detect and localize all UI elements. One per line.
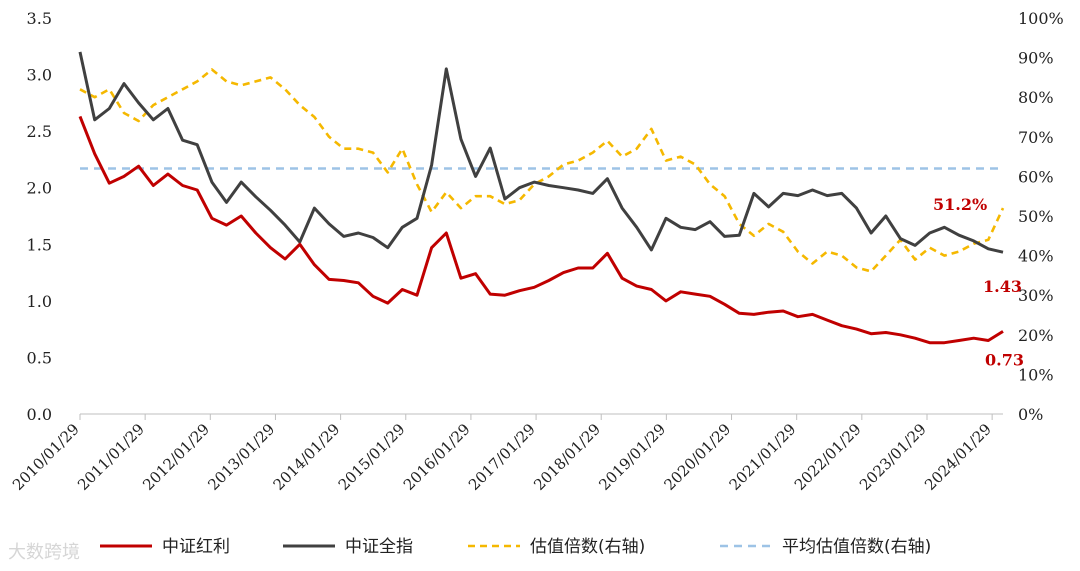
x-tick-label: 2015/01/29 [335, 420, 409, 494]
y-left-tick-label: 0.5 [27, 348, 52, 367]
annotation-label: 0.73 [985, 350, 1024, 369]
series-dividend-line [78, 115, 1004, 345]
x-tick-label: 2011/01/29 [74, 420, 148, 494]
y-right-tick-label: 60% [1018, 167, 1054, 186]
y-right-tick-label: 40% [1018, 247, 1054, 266]
x-tick-label: 2018/01/29 [530, 420, 604, 494]
series-total-line [78, 51, 1004, 254]
x-tick-label: 2019/01/29 [595, 420, 669, 494]
y-right-tick-label: 50% [1018, 207, 1054, 226]
y-left-tick-label: 0.0 [27, 405, 52, 424]
x-tick-label: 2016/01/29 [400, 420, 474, 494]
legend-label: 平均估值倍数(右轴) [782, 537, 931, 557]
x-tick-label: 2024/01/29 [921, 420, 995, 494]
y-right-tick-label: 10% [1018, 365, 1054, 384]
y-right-tick-label: 80% [1018, 88, 1054, 107]
y-left-tick-label: 2.5 [27, 122, 52, 141]
legend-label: 中证红利 [162, 537, 230, 557]
y-right-tick-label: 90% [1018, 49, 1054, 68]
legend-label: 估值倍数(右轴) [530, 537, 645, 557]
y-left-tick-label: 3.5 [27, 9, 52, 28]
y-left-tick-label: 3.0 [27, 66, 52, 85]
annotation-label: 1.43 [983, 277, 1022, 296]
annotation-label: 51.2% [933, 195, 987, 214]
y-left-tick-label: 1.0 [27, 292, 52, 311]
legend-label: 中证全指 [345, 537, 413, 557]
x-tick-label: 2014/01/29 [270, 420, 344, 494]
y-left-tick-label: 1.5 [27, 235, 52, 254]
y-right-tick-label: 0% [1018, 405, 1043, 424]
x-tick-label: 2022/01/29 [791, 420, 865, 494]
y-right-tick-label: 20% [1018, 326, 1054, 345]
y-right-tick-label: 30% [1018, 286, 1054, 305]
y-right-tick-label: 70% [1018, 128, 1054, 147]
x-tick-label: 2013/01/29 [204, 420, 278, 494]
x-tick-label: 2020/01/29 [660, 420, 734, 494]
x-tick-label: 2012/01/29 [139, 420, 213, 494]
y-right-tick-label: 100% [1018, 9, 1064, 28]
x-tick-label: 2023/01/29 [856, 420, 930, 494]
x-tick-label: 2010/01/29 [9, 420, 83, 494]
series-ratio-line [79, 68, 1005, 273]
watermark: 大数跨境 [8, 542, 80, 563]
y-left-tick-label: 2.0 [27, 179, 52, 198]
x-tick-label: 2021/01/29 [726, 420, 800, 494]
x-tick-label: 2017/01/29 [465, 420, 539, 494]
